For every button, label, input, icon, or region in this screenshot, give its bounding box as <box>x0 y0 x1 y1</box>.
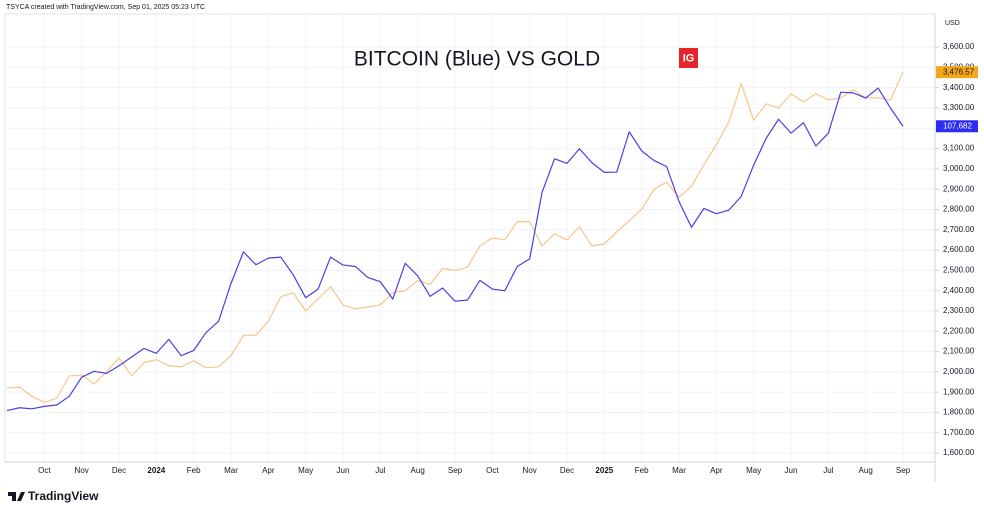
x-tick-label: May <box>746 466 761 475</box>
x-tick-label: Dec <box>112 466 126 475</box>
y-axis-label: USD <box>945 20 960 27</box>
x-tick-label: Sep <box>448 466 463 475</box>
x-tick-label: 2025 <box>595 466 613 475</box>
x-tick-label: Jul <box>823 466 833 475</box>
y-tick-label: 2,000.00 <box>943 367 975 376</box>
series-line <box>6 71 904 403</box>
y-tick-label: 2,300.00 <box>943 306 975 315</box>
x-tick-label: Feb <box>635 466 649 475</box>
header: TSYCA created with TradingView.com, Sep … <box>6 4 205 11</box>
x-tick-label: Nov <box>523 466 537 475</box>
chart-title: BITCOIN (Blue) VS GOLD <box>354 48 600 71</box>
y-tick-label: 1,600.00 <box>943 448 975 457</box>
x-tick-label: 2024 <box>147 466 165 475</box>
x-tick-label: Oct <box>486 466 499 475</box>
x-tick-label: Nov <box>75 466 89 475</box>
footer: TradingView <box>28 489 99 503</box>
last-value-label: 3,476.57 <box>943 67 975 76</box>
x-tick-label: Mar <box>672 466 686 475</box>
x-tick-label: Mar <box>224 466 238 475</box>
y-tick-label: 2,200.00 <box>943 326 975 335</box>
y-tick-label: 2,900.00 <box>943 184 975 193</box>
x-tick-label: Aug <box>411 466 425 475</box>
x-tick-label: Oct <box>38 466 51 475</box>
y-tick-label: 3,100.00 <box>943 144 975 153</box>
badge-box <box>679 48 698 68</box>
x-tick-label: Jun <box>337 466 350 475</box>
y-tick-label: 1,800.00 <box>943 408 975 417</box>
y-tick-label: 1,700.00 <box>943 428 975 437</box>
y-tick-label: 2,100.00 <box>943 347 975 356</box>
y-tick-label: 3,400.00 <box>943 83 975 92</box>
y-tick-label: 3,600.00 <box>943 42 975 51</box>
x-tick-label: Sep <box>896 466 911 475</box>
x-tick-label: May <box>298 466 313 475</box>
last-value-box <box>936 120 978 133</box>
x-tick-label: Apr <box>262 466 275 475</box>
y-tick-label: 2,400.00 <box>943 286 975 295</box>
x-tick-label: Feb <box>187 466 201 475</box>
y-tick-label: 2,800.00 <box>943 205 975 214</box>
y-tick-label: 2,500.00 <box>943 265 975 274</box>
y-tick-label: 3,000.00 <box>943 164 975 173</box>
badge: IG <box>683 52 695 64</box>
logo-icon <box>8 492 25 501</box>
x-tick-label: Jul <box>375 466 385 475</box>
series-line <box>6 87 904 412</box>
x-tick-label: Aug <box>859 466 873 475</box>
y-tick-label: 1,900.00 <box>943 387 975 396</box>
y-tick-label: 2,700.00 <box>943 225 975 234</box>
x-tick-label: Dec <box>560 466 574 475</box>
x-tick-label: Jun <box>785 466 798 475</box>
last-value-label: 107,682 <box>943 121 972 130</box>
y-tick-label: 3,300.00 <box>943 103 975 112</box>
y-tick-label: 2,600.00 <box>943 245 975 254</box>
x-tick-label: Apr <box>710 466 723 475</box>
last-value-box <box>936 66 978 79</box>
footer-logo <box>8 492 25 501</box>
